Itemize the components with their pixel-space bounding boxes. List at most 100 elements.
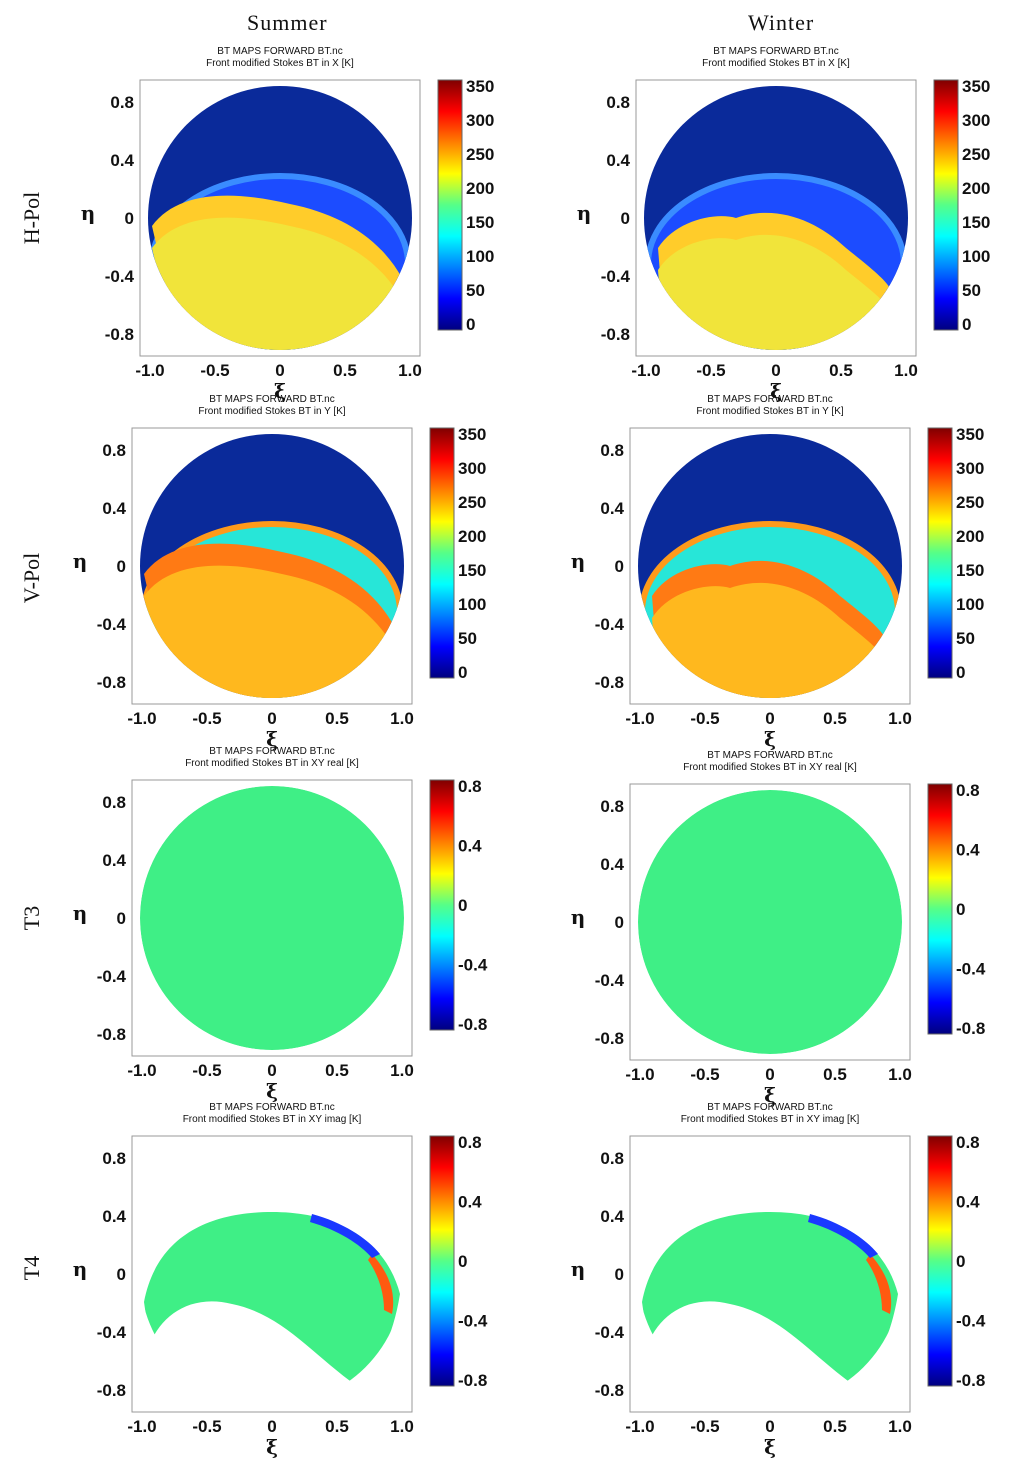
map-field	[140, 786, 404, 1050]
colorbar-tick-label: 350	[956, 425, 984, 444]
x-axis-label: ξ	[266, 727, 278, 751]
colorbar	[927, 1135, 953, 1387]
x-tick-label: -1.0	[625, 1417, 654, 1436]
chart-title: BT MAPS FORWARD BT.nc	[209, 746, 334, 757]
colorbar-tick-label: 0	[458, 663, 467, 682]
x-tick-label: 0	[765, 1417, 774, 1436]
x-tick-label: -1.0	[127, 1417, 156, 1436]
row-label-t4: T4	[19, 1255, 44, 1281]
colorbar-tick-label: -0.4	[956, 1312, 986, 1331]
colorbar	[429, 427, 455, 679]
y-tick-label: -0.8	[97, 1381, 126, 1400]
y-tick-label: 0	[117, 557, 126, 576]
y-tick-label: 0	[615, 1265, 624, 1284]
positive-anomaly	[866, 1254, 892, 1314]
x-tick-label: -1.0	[135, 361, 164, 380]
valid-region	[144, 1212, 400, 1386]
y-axis-label: η	[577, 201, 592, 225]
x-tick-label: 0.5	[823, 709, 847, 728]
colorbar-tick-label: 0.4	[956, 1193, 980, 1212]
colorbar-tick-label: 100	[466, 247, 494, 266]
colorbar	[933, 79, 959, 331]
colorbar-tick-label: 250	[956, 493, 984, 512]
x-tick-label: 1.0	[390, 1061, 414, 1080]
y-tick-label: -0.4	[97, 1323, 127, 1342]
colorbar-tick-label: -0.4	[458, 956, 488, 975]
x-tick-label: 0.5	[325, 1417, 349, 1436]
x-tick-label: 0	[267, 1061, 276, 1080]
x-tick-label: -1.0	[127, 1061, 156, 1080]
uniform-field	[638, 790, 902, 1054]
colorbar-tick-label: 250	[458, 493, 486, 512]
map-field	[642, 1212, 898, 1386]
y-tick-label: 0.8	[110, 93, 134, 112]
colorbar-tick-label: 100	[956, 595, 984, 614]
x-axis-label: ξ	[266, 1079, 278, 1103]
map-field	[148, 86, 412, 350]
y-tick-label: 0.8	[606, 93, 630, 112]
y-tick-label: -0.8	[595, 1381, 624, 1400]
y-tick-label: 0.8	[102, 441, 126, 460]
colorbar-tick-label: 150	[458, 561, 486, 580]
chart-subtitle: Front modified Stokes BT in XY real [K]	[683, 762, 857, 773]
valid-region	[642, 1212, 898, 1386]
x-tick-label: 1.0	[390, 1417, 414, 1436]
chart-subtitle: Front modified Stokes BT in Y [K]	[198, 406, 346, 417]
panel-winter-v-pol: BT MAPS FORWARD BT.nc Front modified Stok…	[570, 388, 1000, 751]
x-tick-label: 0	[267, 1417, 276, 1436]
y-tick-label: 0	[615, 557, 624, 576]
colorbar-tick-label: 200	[962, 179, 990, 198]
x-tick-label: 0.5	[333, 361, 357, 380]
x-tick-label: 1.0	[888, 1065, 912, 1084]
y-tick-label: 0	[621, 209, 630, 228]
y-tick-label: 0.4	[606, 151, 630, 170]
chart-title: BT MAPS FORWARD BT.nc	[713, 46, 838, 57]
colorbar-tick-label: 200	[956, 527, 984, 546]
colorbar-tick-label: 300	[458, 459, 486, 478]
chart-subtitle: Front modified Stokes BT in XY imag [K]	[183, 1114, 362, 1125]
x-tick-label: -0.5	[192, 1417, 221, 1436]
x-tick-label: 0.5	[823, 1417, 847, 1436]
y-tick-label: 0.8	[600, 1149, 624, 1168]
x-tick-label: 0	[275, 361, 284, 380]
colorbar	[429, 779, 455, 1031]
x-tick-label: -1.0	[127, 709, 156, 728]
y-tick-label: -0.8	[97, 1025, 126, 1044]
x-axis-label: ξ	[764, 1083, 776, 1107]
y-tick-label: -0.8	[601, 325, 630, 344]
colorbar-tick-label: 0.4	[458, 837, 482, 856]
chart-subtitle: Front modified Stokes BT in X [K]	[702, 58, 850, 69]
y-tick-label: -0.4	[105, 267, 135, 286]
row-label-t3: T3	[19, 905, 44, 931]
x-tick-label: -0.5	[690, 1065, 719, 1084]
x-tick-label: 0	[765, 709, 774, 728]
chart-subtitle: Front modified Stokes BT in Y [K]	[696, 406, 844, 417]
colorbar-tick-label: -0.8	[956, 1371, 985, 1390]
x-tick-label: -1.0	[631, 361, 660, 380]
chart-subtitle: Front modified Stokes BT in X [K]	[206, 58, 354, 69]
colorbar-tick-label: 0.8	[956, 1133, 980, 1152]
uniform-field	[140, 786, 404, 1050]
colorbar-tick-label: 150	[466, 213, 494, 232]
row-label-v-pol: V-Pol	[19, 552, 44, 604]
y-axis-label: η	[571, 1257, 586, 1281]
y-tick-label: -0.8	[595, 673, 624, 692]
chart-title: BT MAPS FORWARD BT.nc	[217, 46, 342, 57]
y-tick-label: 0.4	[600, 499, 624, 518]
x-tick-label: 0.5	[829, 361, 853, 380]
colorbar-tick-label: 0.8	[956, 781, 980, 800]
y-tick-label: -0.8	[105, 325, 134, 344]
panel-winter-t3: BT MAPS FORWARD BT.nc Front modified Stok…	[570, 744, 1000, 1107]
colorbar-tick-label: 250	[962, 145, 990, 164]
x-tick-label: 1.0	[398, 361, 422, 380]
y-tick-label: -0.4	[595, 1323, 625, 1342]
colorbar-tick-label: 150	[956, 561, 984, 580]
y-tick-label: 0.8	[102, 793, 126, 812]
colorbar-tick-label: 0.8	[458, 777, 482, 796]
y-tick-label: 0.8	[600, 797, 624, 816]
colorbar-tick-label: 350	[458, 425, 486, 444]
x-tick-label: -1.0	[625, 709, 654, 728]
row-label-h-pol: H-Pol	[19, 191, 44, 245]
